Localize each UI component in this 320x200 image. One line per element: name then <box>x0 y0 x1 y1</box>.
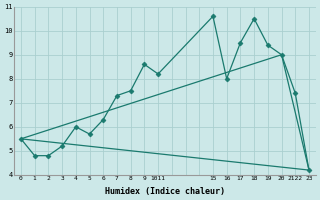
X-axis label: Humidex (Indice chaleur): Humidex (Indice chaleur) <box>105 187 225 196</box>
